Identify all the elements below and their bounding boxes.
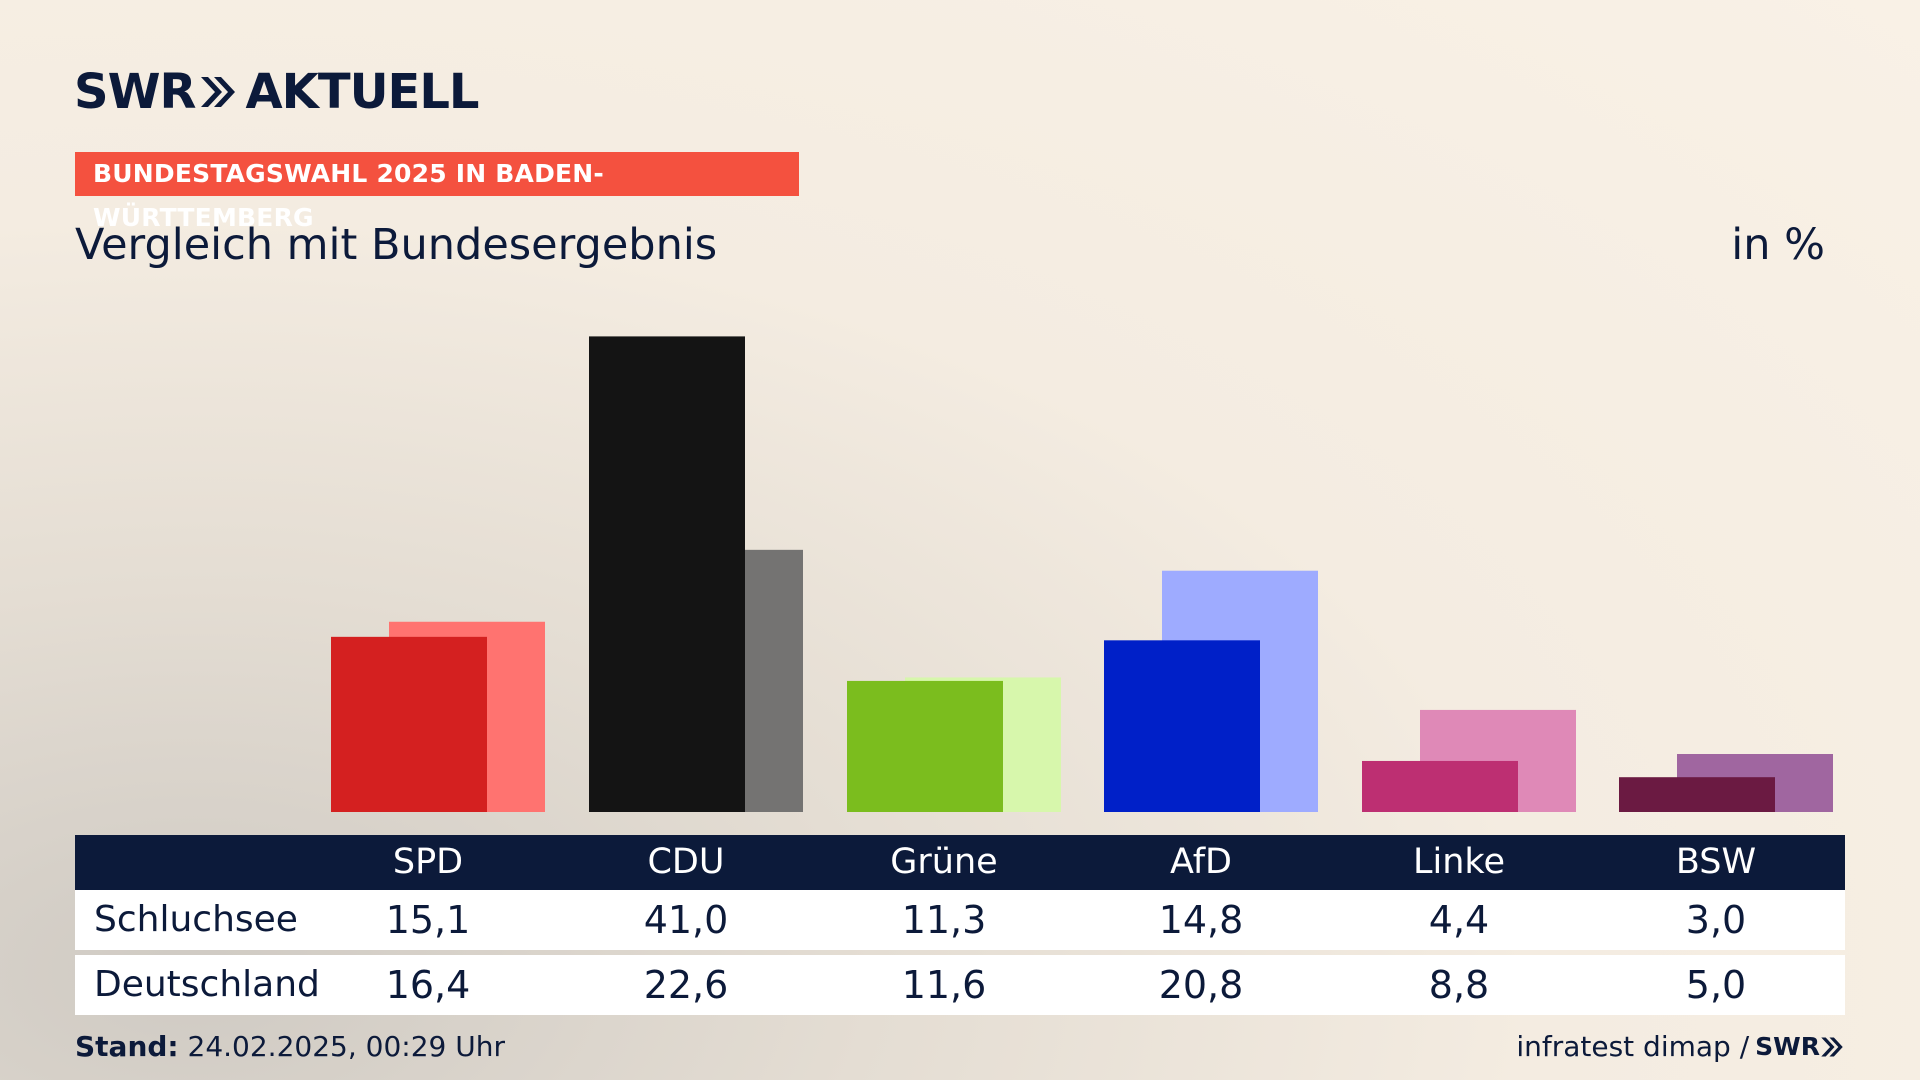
table-cell-schluchsee-afd: 14,8 — [1158, 898, 1244, 942]
table-header: SPD CDU Grüne AfD Linke BSW — [75, 835, 1845, 890]
table-header-bsw: BSW — [1675, 842, 1757, 882]
results-table: SPD CDU Grüne AfD Linke BSW Schluchsee 15,1 41,… — [75, 835, 1845, 1015]
bar-afd-schluchsee — [1104, 640, 1260, 812]
table-cell-deutschland-spd: 16,4 — [385, 963, 471, 1007]
stand-timestamp: Stand: 24.02.2025, 00:29 Uhr — [75, 1030, 505, 1063]
table-row-deutschland: Deutschland 16,4 22,6 11,6 20,8 8,8 5,0 — [75, 955, 1845, 1015]
bar-cdu-schluchsee — [589, 336, 745, 812]
chart-subtitle: Vergleich mit Bundesergebnis — [75, 220, 718, 270]
table-cell-deutschland-cdu: 22,6 — [643, 963, 729, 1007]
election-tag: BUNDESTAGSWAHL 2025 IN BADEN-WÜRTTEMBERG — [75, 152, 799, 232]
stand-label: Stand: — [75, 1030, 179, 1063]
row-label-schluchsee: Schluchsee — [94, 899, 298, 940]
bar-spd-schluchsee — [331, 636, 487, 812]
table-cell-schluchsee-cdu: 41,0 — [643, 898, 729, 942]
bar-bsw-schluchsee — [1619, 777, 1775, 812]
swr-aktuell-logo: SWR AKTUELL — [74, 64, 480, 120]
table-header-spd: SPD — [392, 842, 464, 882]
source-credit: infratest dimap / SWR — [1516, 1030, 1844, 1063]
swr-small-logo-text: SWR — [1755, 1032, 1820, 1061]
unit-label: in % — [1731, 220, 1825, 270]
table-cell-schluchsee-gruene: 11,3 — [901, 898, 987, 942]
table-header-afd: AfD — [1170, 842, 1232, 882]
bar-chart — [331, 336, 1833, 812]
table-cell-deutschland-gruene: 11,6 — [901, 963, 987, 1007]
table-cell-schluchsee-bsw: 3,0 — [1685, 898, 1747, 942]
table-cell-schluchsee-spd: 15,1 — [385, 898, 471, 942]
double-chevron-icon — [201, 77, 236, 107]
table-cell-deutschland-bsw: 5,0 — [1685, 963, 1747, 1007]
bar-gruene-schluchsee — [847, 680, 1003, 812]
row-label-deutschland: Deutschland — [94, 964, 320, 1005]
table-cell-schluchsee-linke: 4,4 — [1428, 898, 1490, 942]
source-text: infratest dimap / — [1516, 1030, 1750, 1063]
table-header-cdu: CDU — [647, 842, 725, 882]
table-row-schluchsee: Schluchsee 15,1 41,0 11,3 14,8 4,4 3,0 — [75, 890, 1845, 950]
small-double-chevron-icon — [1821, 1037, 1843, 1056]
swr-logo-text: SWR — [74, 64, 196, 120]
aktuell-logo-text: AKTUELL — [245, 64, 479, 120]
bar-linke-schluchsee — [1362, 760, 1518, 812]
swr-small-logo: SWR — [1755, 1032, 1844, 1061]
table-cell-deutschland-afd: 20,8 — [1158, 963, 1244, 1007]
table-header-gruene: Grüne — [890, 842, 998, 882]
stand-value: 24.02.2025, 00:29 Uhr — [178, 1030, 505, 1063]
table-header-linke: Linke — [1413, 842, 1505, 882]
table-cell-deutschland-linke: 8,8 — [1428, 963, 1490, 1007]
